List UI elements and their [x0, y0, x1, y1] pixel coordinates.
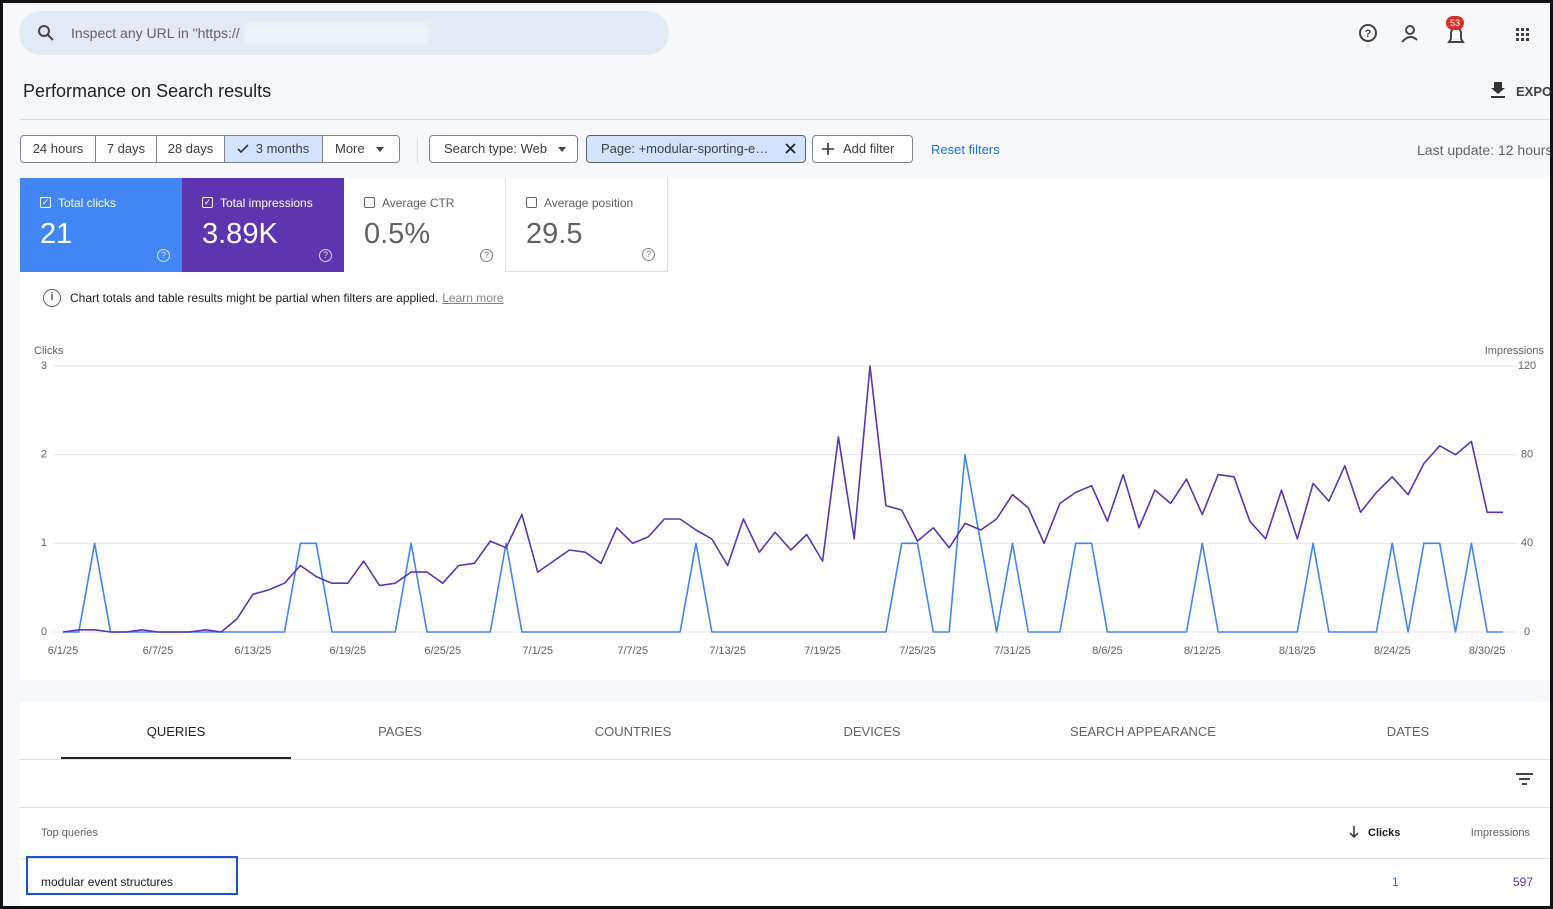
- y2-tick-label: 120: [1518, 360, 1536, 372]
- x-tick-label: 8/18/25: [1279, 645, 1316, 657]
- x-tick-label: 6/19/25: [329, 645, 366, 657]
- x-tick-label: 7/25/25: [899, 645, 936, 657]
- y-tick-label: 1: [41, 537, 47, 549]
- performance-chart: 0 1 2 3 0 40 80 120 6/1/25 6/7/25 6/13/25 6/19/25 6/…: [3, 3, 1553, 909]
- x-tick-label: 6/1/25: [48, 645, 79, 657]
- x-tick-label: 6/7/25: [143, 645, 174, 657]
- x-tick-label: 7/19/25: [804, 645, 841, 657]
- y-axis-title: Clicks: [34, 345, 64, 357]
- x-tick-label: 7/1/25: [522, 645, 553, 657]
- x-tick-label: 7/13/25: [709, 645, 746, 657]
- y2-tick-label: 40: [1521, 537, 1533, 549]
- y2-tick-label: 80: [1521, 449, 1533, 461]
- x-tick-label: 8/12/25: [1184, 645, 1221, 657]
- series-line: [63, 366, 1503, 632]
- y2-axis-title: Impressions: [1485, 345, 1545, 357]
- x-tick-label: 7/7/25: [617, 645, 648, 657]
- x-tick-label: 6/25/25: [424, 645, 461, 657]
- x-tick-label: 7/31/25: [994, 645, 1031, 657]
- x-tick-label: 8/6/25: [1092, 645, 1123, 657]
- x-tick-label: 6/13/25: [235, 645, 272, 657]
- y2-tick-label: 0: [1524, 626, 1530, 638]
- y-tick-label: 3: [41, 360, 47, 372]
- y-tick-label: 0: [41, 626, 47, 638]
- x-tick-label: 8/24/25: [1374, 645, 1411, 657]
- x-tick-label: 8/30/25: [1469, 645, 1506, 657]
- y-tick-label: 2: [41, 449, 47, 461]
